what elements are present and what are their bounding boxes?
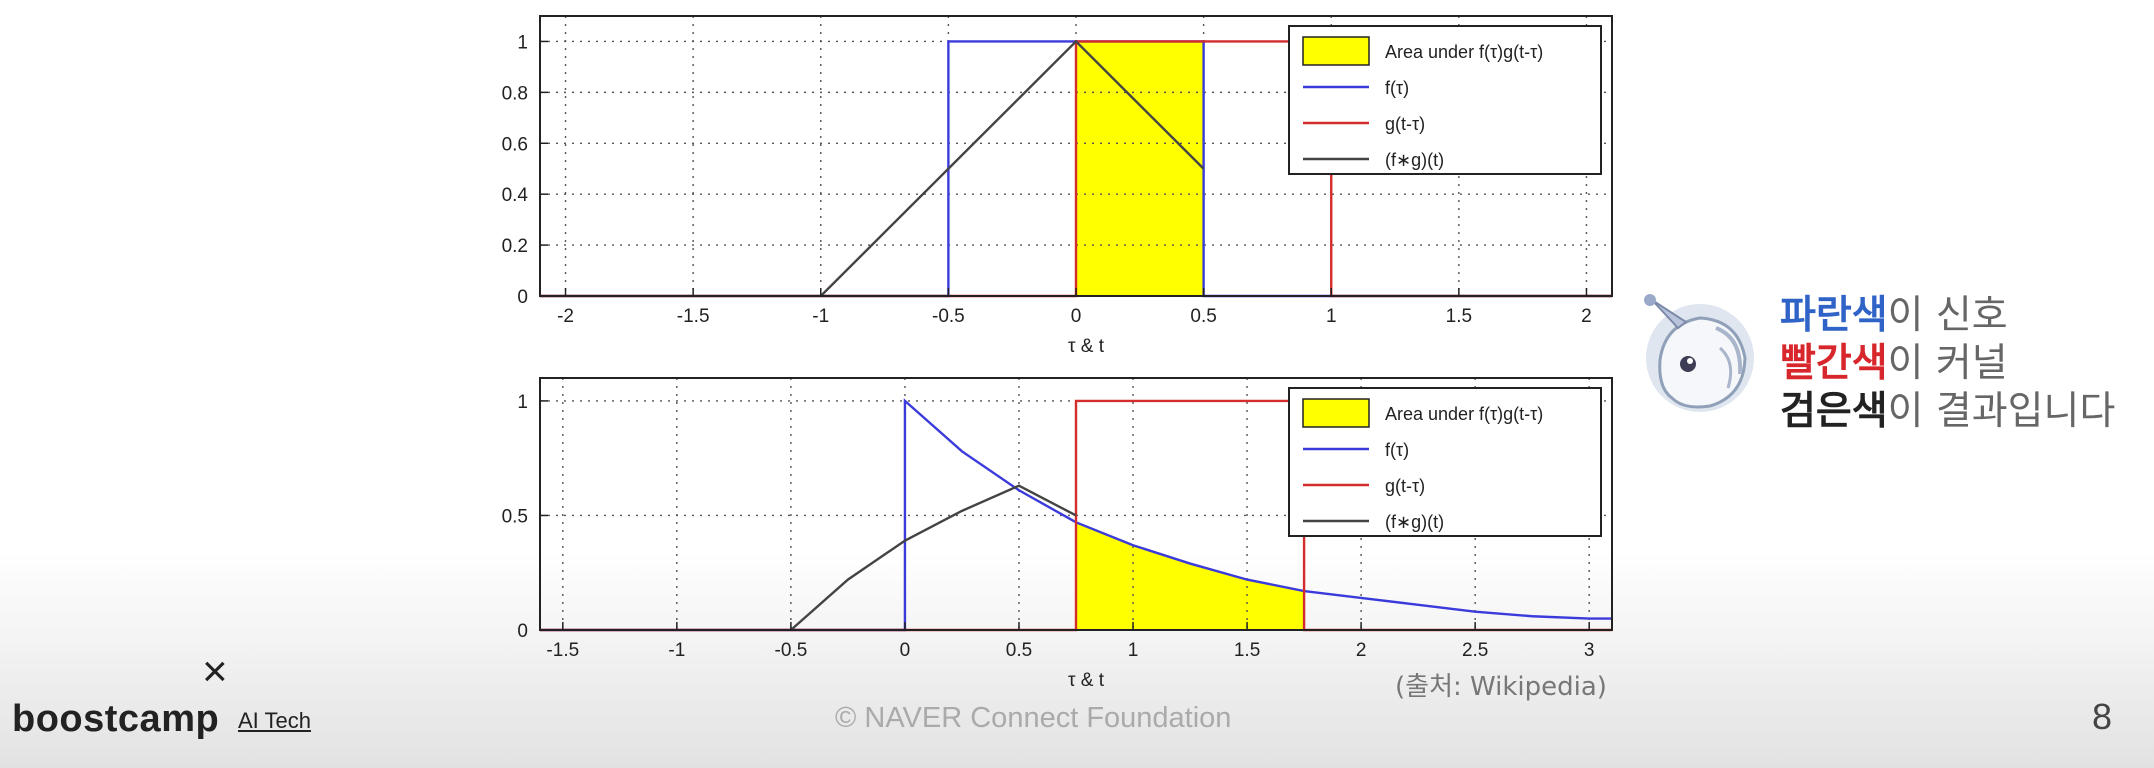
x-tick-label: 1: [1326, 306, 1337, 327]
source-caption: (출처: Wikipedia): [1395, 672, 1607, 702]
x-axis-label: τ & t: [1068, 670, 1105, 691]
y-tick-label: 0.4: [502, 185, 529, 206]
x-tick-label: -0.5: [775, 640, 808, 661]
y-tick-label: 1: [517, 392, 528, 413]
series-line: [790, 484, 1077, 631]
legend-label: (f∗g)(t): [1385, 512, 1444, 532]
legend-label: f(τ): [1385, 78, 1409, 98]
footer-copyright: © NAVER Connect Foundation: [835, 702, 1232, 734]
x-tick-label: -2: [557, 306, 574, 327]
legend-label: Area under f(τ)g(t-τ): [1385, 42, 1543, 62]
y-tick-label: 0: [517, 621, 528, 642]
legend-swatch: [1302, 398, 1370, 428]
x-tick-label: -1.5: [546, 640, 579, 661]
legend-swatch: [1302, 36, 1370, 66]
callout-red-text: 빨간색: [1780, 341, 1888, 386]
area-under-product: [1076, 522, 1305, 630]
legend-label: g(t-τ): [1385, 114, 1425, 134]
unicorn-mascot-icon: [1620, 288, 1770, 443]
x-tick-label: 2: [1356, 640, 1367, 661]
callout-text: 이 결과입니다: [1887, 389, 2116, 434]
legend-label: f(τ): [1385, 440, 1409, 460]
y-tick-label: 1: [517, 32, 528, 53]
x-tick-label: 3: [1584, 640, 1595, 661]
x-tick-label: 1.5: [1234, 640, 1260, 661]
y-tick-label: 0.8: [502, 83, 528, 104]
brand-mark: ×: [202, 647, 228, 696]
x-tick-label: 0.5: [1006, 640, 1032, 661]
chart-exp-decay: -1.5 -1 -0.5 0 0.5 1 1.5 2 2.5 3 0 0.5 1 τ & t Area un…: [502, 377, 1613, 691]
callout-line-kernel: 빨간색이 커널: [1780, 340, 2115, 388]
x-tick-label: 0.5: [1190, 306, 1216, 327]
x-tick-label: 0: [900, 640, 911, 661]
callout-line-signal: 파란색이 신호: [1780, 292, 2115, 340]
color-legend-callout: 파란색이 신호 빨간색이 커널 검은색이 결과입니다: [1780, 292, 2115, 436]
y-tick-label: 0.2: [502, 236, 528, 257]
x-tick-label: 1.5: [1446, 306, 1472, 327]
plot-frame: [539, 377, 1613, 631]
x-tick-label: -0.5: [932, 306, 965, 327]
y-tick-label: 0.5: [502, 506, 528, 527]
brand-name: boostcamp: [12, 698, 220, 740]
x-axis-label: τ & t: [1068, 336, 1105, 357]
page-number: 8: [2092, 696, 2113, 737]
legend-label: Area under f(τ)g(t-τ): [1385, 404, 1543, 424]
x-tick-label: 2: [1581, 306, 1592, 327]
x-tick-label: -1: [812, 306, 829, 327]
callout-text: 이 신호: [1887, 293, 2008, 338]
x-tick-label: -1: [668, 640, 685, 661]
callout-text: 이 커널: [1887, 341, 2008, 386]
legend-label: g(t-τ): [1385, 476, 1425, 496]
chart-rect-pulse: -2 -1.5 -1 -0.5 0 0.5 1 1.5 2 0 0.2 0.4 0.6 0.8 1 τ & t…: [502, 15, 1613, 357]
series-line: [540, 398, 1612, 632]
callout-blue-text: 파란색: [1780, 293, 1888, 338]
series-line: [819, 39, 1205, 297]
x-tick-label: 0: [1071, 306, 1082, 327]
y-tick-label: 0.6: [502, 134, 528, 155]
callout-black-text: 검은색: [1780, 389, 1888, 434]
legend-label: (f∗g)(t): [1385, 150, 1444, 170]
area-under-product: [1076, 41, 1204, 296]
x-tick-label: 1: [1128, 640, 1139, 661]
x-tick-label: 2.5: [1462, 640, 1488, 661]
x-tick-label: -1.5: [677, 306, 710, 327]
brand-sub: AI Tech: [238, 708, 311, 733]
y-tick-label: 0: [517, 287, 528, 308]
callout-line-result: 검은색이 결과입니다: [1780, 388, 2115, 436]
